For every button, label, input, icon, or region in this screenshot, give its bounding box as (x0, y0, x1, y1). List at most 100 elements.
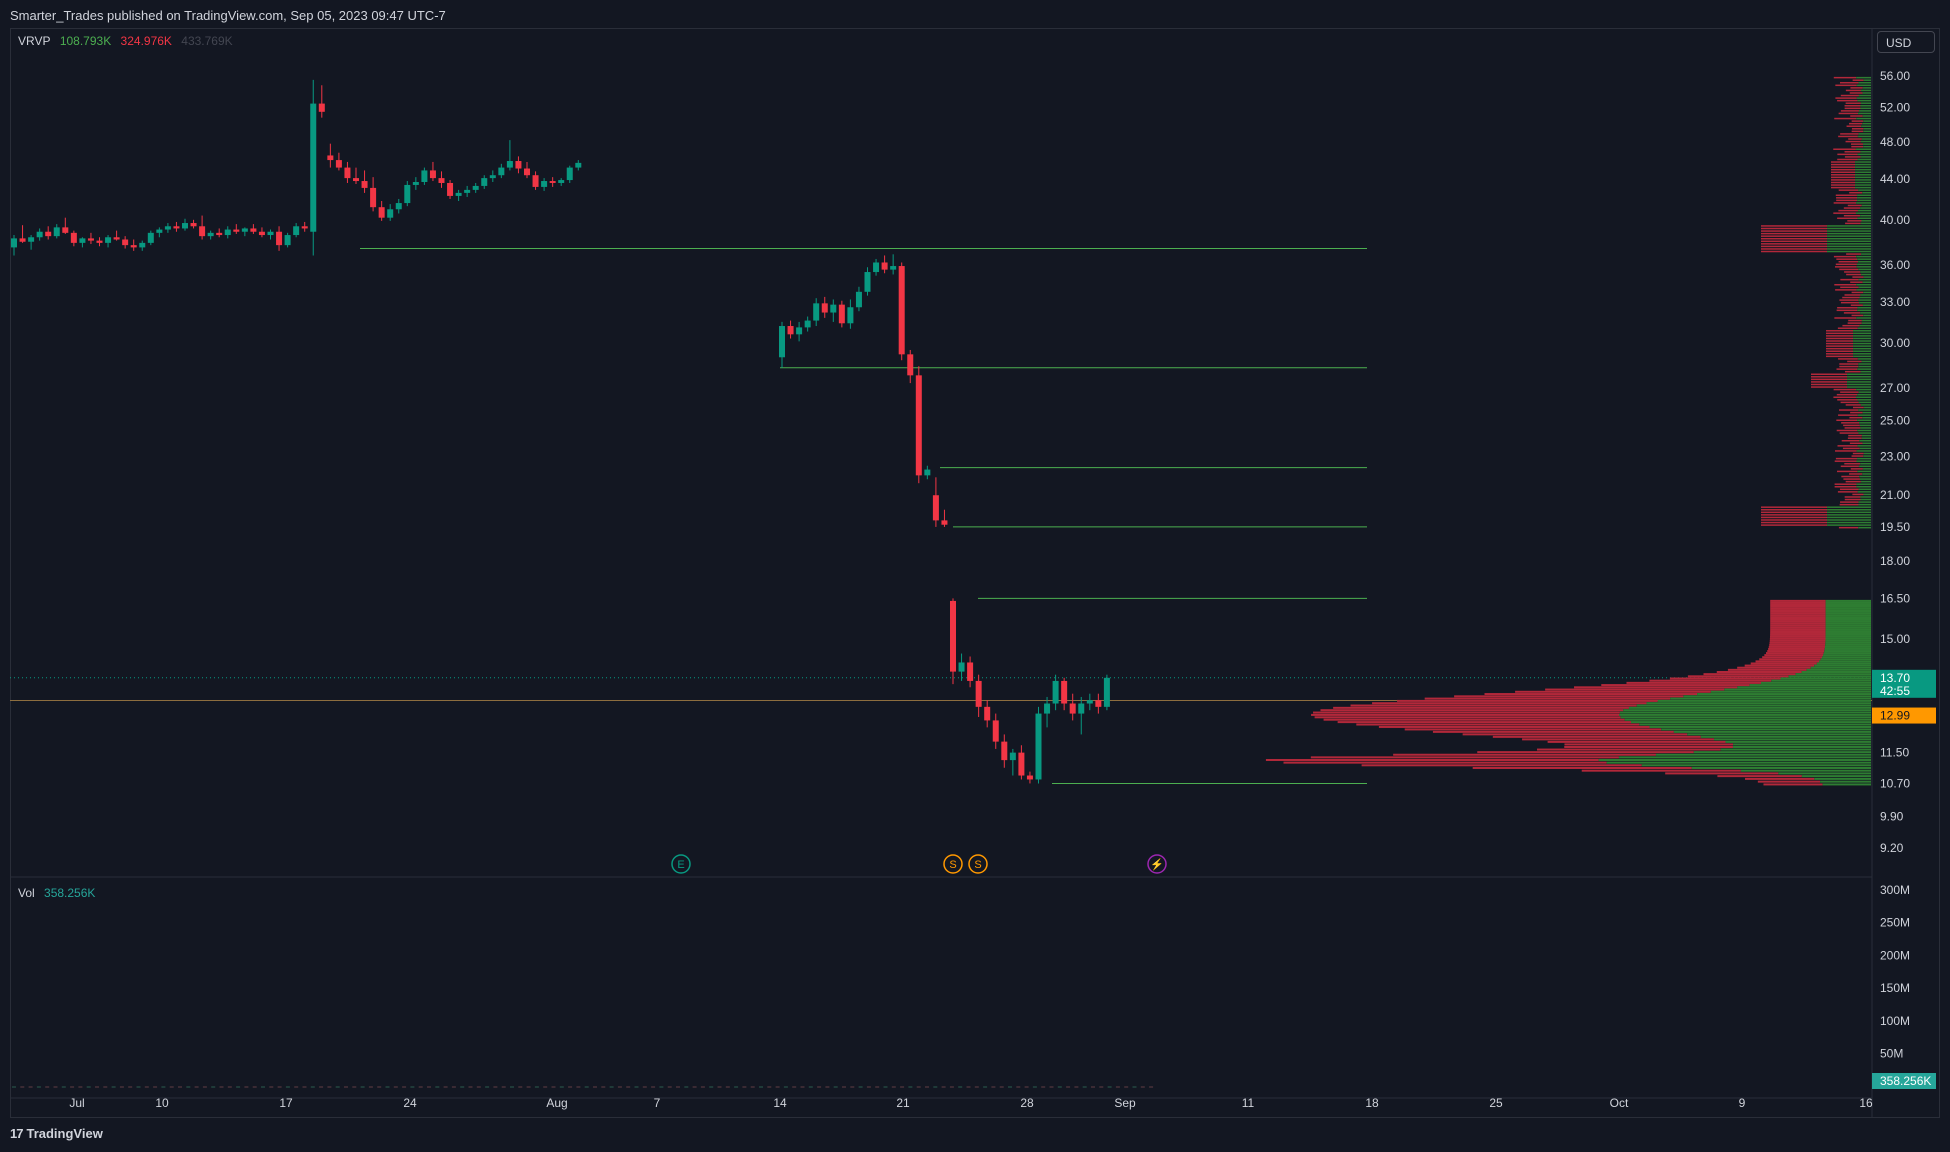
volume-bar (145, 1086, 149, 1088)
split-icon[interactable]: ⚡ (1148, 855, 1166, 873)
profile-up (1855, 184, 1871, 186)
profile-down (1849, 192, 1862, 194)
profile-down (1283, 762, 1606, 764)
profile-up (1861, 125, 1871, 127)
profile-down (1851, 143, 1863, 145)
profile-down (1841, 402, 1859, 404)
profile-down (1834, 317, 1856, 319)
volume-bar (303, 1086, 307, 1088)
profile-down (1841, 110, 1859, 112)
profile-down (1834, 77, 1856, 79)
profile-down (1840, 133, 1859, 135)
profile-down (1836, 197, 1857, 199)
profile-down (1761, 512, 1827, 514)
profile-down (1839, 363, 1858, 365)
volume-bar (54, 1086, 58, 1088)
volume-bar (792, 1086, 796, 1088)
profile-down (1320, 709, 1623, 711)
profile-down (1850, 87, 1862, 89)
candle-body (45, 232, 51, 236)
volume-bar (311, 1086, 315, 1088)
profile-down (1831, 174, 1855, 176)
profile-up (1862, 92, 1871, 94)
profile-up (1862, 320, 1871, 322)
volume-bar (1016, 1086, 1020, 1088)
profile-up (1827, 248, 1871, 250)
profile-up (1858, 491, 1871, 493)
profile-down (1770, 638, 1826, 640)
profile-up (1857, 266, 1871, 268)
profile-up (1860, 325, 1871, 327)
volume-bar (518, 1086, 522, 1088)
volume-bar (244, 1086, 248, 1088)
volume-bar (1108, 1086, 1112, 1088)
profile-up (1857, 264, 1871, 266)
profile-down (1844, 215, 1860, 217)
candle-body (899, 266, 905, 354)
price-tick: 33.00 (1880, 295, 1910, 309)
profile-down (1850, 281, 1862, 283)
volume-bar (983, 1086, 987, 1088)
volume-tick: 100M (1880, 1014, 1910, 1028)
volume-bar (220, 1086, 224, 1088)
profile-up (1860, 294, 1871, 296)
profile-up (1859, 476, 1871, 478)
dividend-icon[interactable]: S (944, 855, 962, 873)
profile-down (1764, 654, 1823, 656)
profile-up (1737, 686, 1871, 688)
profile-down (1853, 407, 1864, 409)
profile-up (1857, 218, 1871, 220)
profile-down (1728, 669, 1807, 671)
time-tick: 28 (1020, 1096, 1034, 1110)
countdown-text: 42:55 (1880, 684, 1910, 698)
volume-bar (128, 1086, 132, 1088)
candle-body (1018, 753, 1024, 776)
candle-body (336, 160, 342, 167)
profile-up (1860, 448, 1871, 450)
time-tick: 24 (403, 1096, 417, 1110)
profile-down (1811, 373, 1847, 375)
dividend-icon[interactable]: S (969, 855, 987, 873)
profile-down (1811, 381, 1847, 383)
profile-up (1827, 243, 1871, 245)
profile-down (1839, 527, 1858, 529)
profile-down (1848, 320, 1862, 322)
profile-down (1333, 707, 1629, 709)
profile-down (1837, 218, 1857, 220)
profile-up (1683, 695, 1871, 697)
profile-up (1861, 371, 1871, 373)
profile-down (1843, 425, 1860, 427)
profile-down (1831, 184, 1855, 186)
time-tick: 25 (1489, 1096, 1503, 1110)
profile-up (1825, 646, 1871, 648)
profile-up (1853, 338, 1871, 340)
candle-body (439, 178, 445, 183)
profile-down (1770, 632, 1825, 634)
earnings-icon[interactable]: E (672, 855, 690, 873)
profile-down (1840, 287, 1858, 289)
candle-body (396, 203, 402, 209)
candle-body (447, 183, 453, 196)
profile-down (1770, 634, 1826, 636)
profile-up (1823, 783, 1871, 785)
volume-bar (776, 1086, 780, 1088)
profile-down (1761, 225, 1827, 227)
candle-body (1070, 704, 1076, 714)
profile-down (1601, 684, 1749, 686)
profile-down (1852, 120, 1864, 122)
profile-up (1822, 656, 1871, 658)
profile-up (1863, 128, 1871, 130)
volume-bar (684, 1086, 688, 1088)
profile-up (1853, 353, 1871, 355)
profile-down (1761, 248, 1827, 250)
candle-body (156, 230, 162, 233)
profile-down (1850, 412, 1863, 414)
candle-body (1053, 681, 1059, 704)
profile-down (1840, 82, 1859, 84)
profile-up (1826, 617, 1871, 619)
volume-bar (502, 1086, 506, 1088)
time-tick: Sep (1114, 1096, 1136, 1110)
candle-body (541, 181, 547, 187)
volume-bar (344, 1086, 348, 1088)
